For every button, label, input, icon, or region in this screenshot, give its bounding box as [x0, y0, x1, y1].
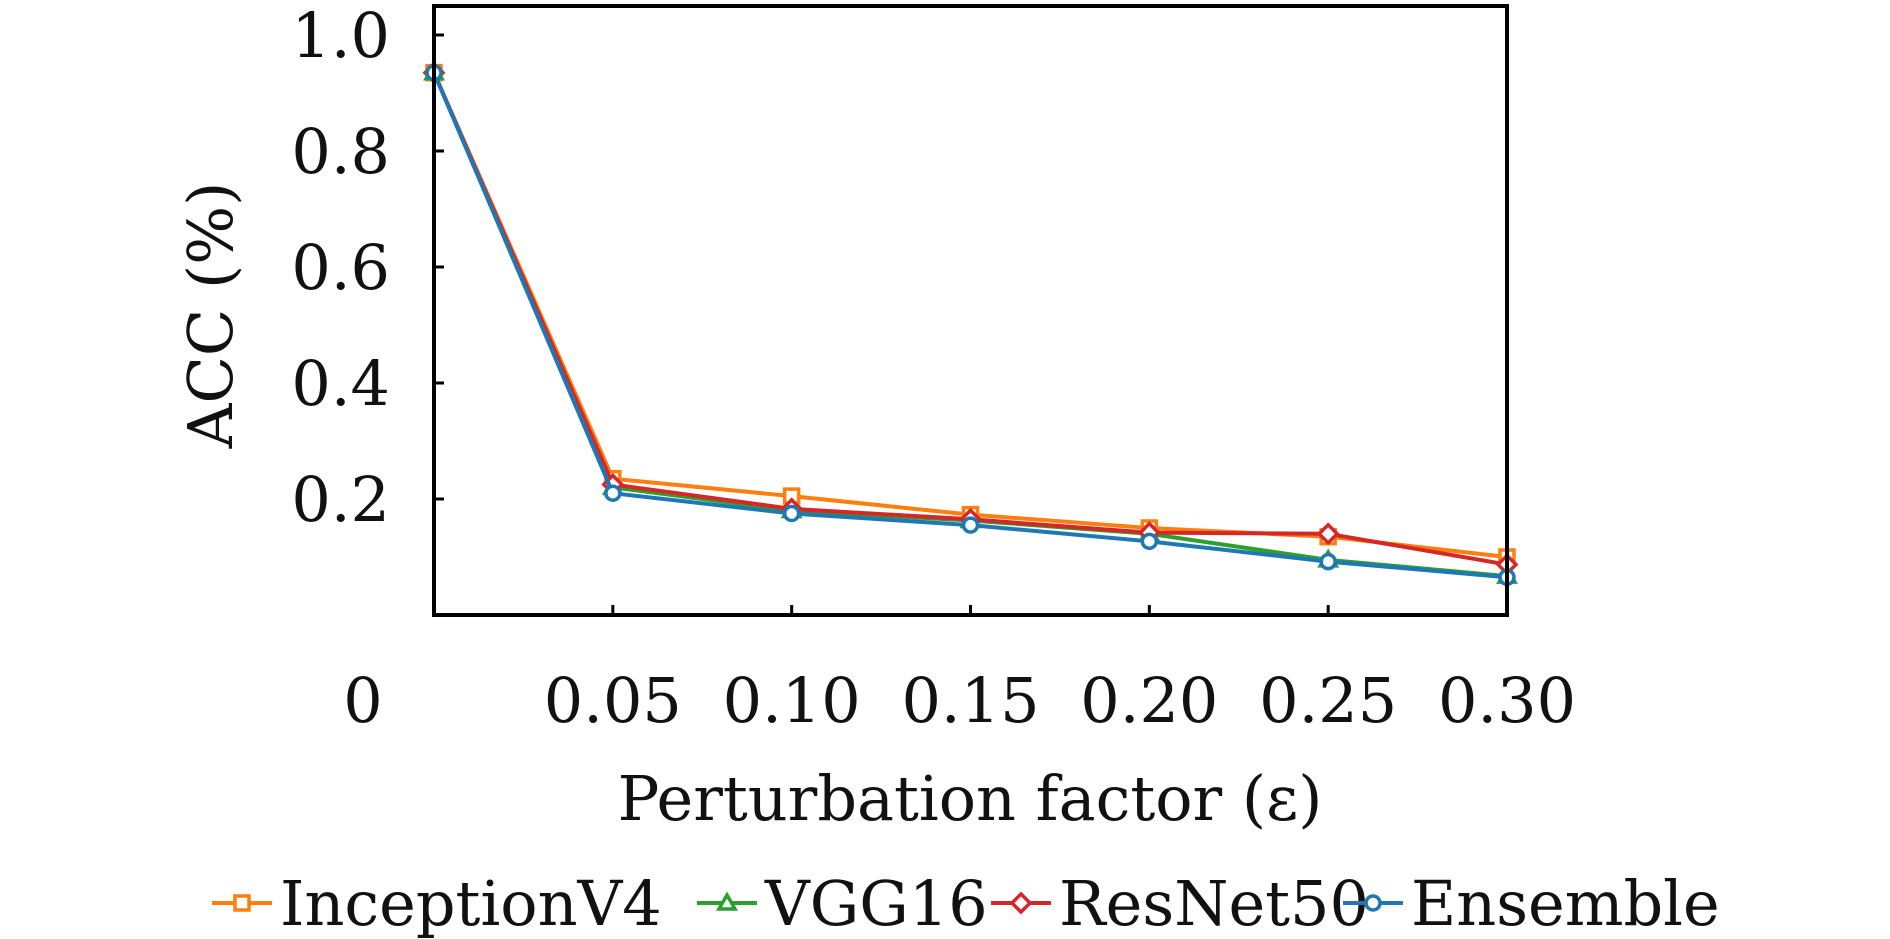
y-tick-label: 0.6 [291, 231, 390, 304]
legend-label: InceptionV4 [280, 867, 662, 939]
legend-triangle-marker-icon [715, 891, 739, 911]
legend-label: VGG16 [764, 867, 988, 939]
legend-item-ensemble: Ensemble [1343, 867, 1720, 939]
data-point [1316, 522, 1340, 546]
legend-item-vgg16: VGG16 [697, 867, 988, 939]
legend-circle-marker-icon [1364, 894, 1382, 912]
legend-square-marker-icon [233, 894, 251, 912]
y-tick-label: 0.2 [291, 463, 390, 536]
data-point [604, 484, 622, 502]
series-resnet50 [422, 61, 1519, 577]
series-line [432, 71, 1508, 567]
data-point [782, 504, 801, 523]
data-point [1319, 552, 1337, 571]
series-line [432, 71, 1508, 579]
legend: InceptionV4 VGG16 ResNet50 Ensemble [212, 867, 1720, 939]
y-tick-label: 0.4 [291, 347, 390, 420]
series-line [432, 71, 1508, 559]
legend-diamond-marker-icon [1009, 891, 1033, 915]
x-tick-label: 0.05 [544, 664, 682, 737]
series-inceptionv4 [425, 63, 1516, 566]
data-point [1140, 532, 1159, 551]
y-axis-label: ACC (%) [174, 182, 247, 450]
series-line [432, 71, 1508, 580]
x-tick-label: 0.15 [901, 664, 1039, 737]
x-tick-label: 0.10 [723, 664, 861, 737]
x-tick-label: 0.20 [1080, 664, 1218, 737]
x-axis-label: Perturbation factor (ε) [618, 762, 1323, 835]
legend-label: Ensemble [1411, 867, 1720, 939]
x-tick-label: 0 [343, 664, 382, 737]
x-tick-label: 0.25 [1259, 664, 1397, 737]
legend-item-inceptionv4: InceptionV4 [212, 867, 662, 939]
data-point [961, 516, 980, 534]
y-tick-label: 0.8 [291, 115, 390, 188]
legend-item-resnet50: ResNet50 [991, 867, 1369, 939]
legend-label: ResNet50 [1059, 867, 1369, 939]
x-tick-label: 0.30 [1438, 664, 1576, 737]
series-vgg16 [422, 61, 1519, 584]
y-tick-label: 1.0 [291, 0, 390, 72]
